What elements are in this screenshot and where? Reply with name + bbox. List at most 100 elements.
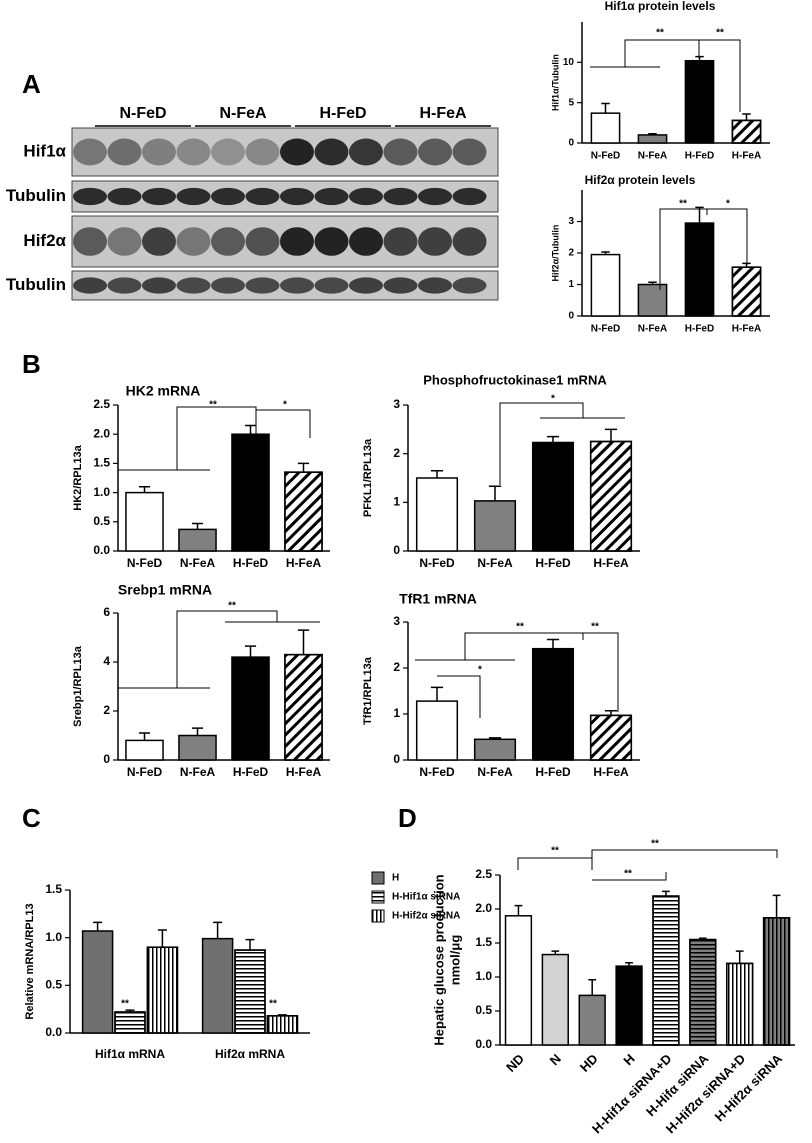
- bar: [125, 739, 164, 761]
- x-tick-label: H-FeD: [233, 765, 269, 779]
- y-tick-label: 1.0: [93, 485, 110, 499]
- significance-bracket: [591, 849, 778, 862]
- error-bar: [297, 462, 310, 473]
- blot-band: [418, 187, 452, 206]
- x-tick-label: N-FeA: [180, 765, 216, 779]
- bar: [415, 700, 459, 761]
- error-bar: [698, 937, 707, 940]
- x-tick-label: N-FeA: [180, 556, 216, 570]
- bar-hatch: [589, 440, 633, 552]
- error-bar: [551, 950, 560, 955]
- y-tick-label: 2: [103, 703, 110, 717]
- chart-title: Srebp1 mRNA: [118, 582, 212, 598]
- blot-band: [245, 277, 280, 294]
- y-axis-label: Hif2α/Tubulin: [550, 225, 560, 282]
- y-tick-label: 2.0: [475, 901, 492, 915]
- y-axis-label: HK2/RPL13a: [72, 444, 84, 510]
- x-tick-label: H-Hif2α siRNA: [712, 1051, 786, 1125]
- bar: [541, 953, 569, 1046]
- y-tick-label: 0: [568, 311, 574, 322]
- error-bar: [546, 638, 560, 649]
- legend-label: H-Hif1α siRNA: [392, 892, 460, 903]
- x-tick-label: N-FeA: [638, 324, 667, 335]
- lane-group-label: N-FeD: [119, 105, 166, 122]
- x-tick-label: Hif1α mRNA: [95, 1047, 165, 1061]
- error-bar: [297, 629, 310, 655]
- y-tick-label: 2: [568, 248, 574, 259]
- error-bar: [514, 904, 523, 916]
- blot-band: [142, 138, 176, 166]
- panel-label: D: [398, 803, 417, 833]
- significance-label: **: [228, 601, 236, 612]
- blot-band: [452, 138, 487, 166]
- significance-label: **: [624, 869, 632, 880]
- error-bar: [604, 710, 618, 716]
- blot-band: [383, 187, 418, 206]
- y-tick-label: 0: [103, 752, 110, 766]
- blot-band: [314, 187, 349, 206]
- y-tick-label: 2: [393, 660, 400, 674]
- bar-hatch: [762, 917, 791, 1046]
- error-bar: [625, 961, 633, 967]
- significance-bracket: [659, 208, 708, 290]
- error-bar: [244, 424, 257, 435]
- blot-band: [211, 227, 245, 256]
- x-tick-label: N-FeD: [591, 151, 620, 162]
- significance-bracket: [592, 872, 667, 881]
- y-axis-label: PFKL1/RPL13a: [362, 438, 374, 517]
- significance-label: *: [726, 199, 730, 210]
- blot-row-label: Tubulin: [6, 186, 66, 205]
- significance-bracket: [583, 632, 619, 712]
- bar: [590, 112, 621, 144]
- error-bar: [488, 737, 502, 740]
- error-bar: [488, 485, 502, 501]
- x-tick-label: N-FeA: [477, 556, 513, 570]
- blot-band: [142, 187, 176, 206]
- blot-band: [280, 227, 314, 256]
- bar: [201, 937, 234, 1034]
- bar: [531, 441, 575, 552]
- blot-row-label: Hif2α: [23, 231, 66, 250]
- error-bar: [430, 469, 444, 478]
- error-bar: [648, 132, 657, 135]
- blot-band: [349, 138, 383, 166]
- panel-label: A: [22, 69, 41, 99]
- error-bar: [735, 950, 744, 964]
- blot-band: [280, 187, 314, 206]
- blot-band: [176, 187, 211, 206]
- error-bar: [93, 921, 103, 931]
- blot-band: [176, 277, 211, 294]
- blot-band: [176, 138, 211, 166]
- bar-hatch: [266, 1015, 299, 1034]
- lane-group-label: H-FeA: [419, 105, 467, 122]
- bar-hatch: [726, 962, 754, 1046]
- y-tick-label: 1: [393, 706, 400, 720]
- bar: [178, 528, 217, 552]
- blot-band: [314, 277, 349, 294]
- y-axis-label: Relative mRNA/RPL13: [24, 903, 36, 1019]
- significance-label: **: [516, 622, 524, 633]
- blot-band: [418, 277, 452, 294]
- bar: [637, 134, 668, 144]
- chart-title: Hif2α protein levels: [585, 173, 696, 187]
- y-axis-label: Srebp1/RPL13a: [72, 645, 84, 727]
- significance-bracket: [499, 402, 584, 485]
- error-bar: [662, 890, 670, 897]
- blot-band: [383, 277, 418, 294]
- y-tick-label: 2.5: [93, 397, 110, 411]
- significance-bracket: [517, 857, 593, 870]
- bar: [637, 283, 668, 317]
- legend-label: H: [392, 873, 399, 884]
- significance-bracket: [256, 409, 311, 438]
- bar-hatch: [114, 1011, 146, 1034]
- y-tick-label: 3: [568, 216, 574, 227]
- blot-band: [452, 227, 487, 256]
- blot-band: [452, 187, 487, 206]
- x-tick-label: N-FeD: [419, 765, 455, 779]
- bar: [684, 59, 715, 144]
- chart-title: Hif1α protein levels: [605, 0, 716, 13]
- significance-bracket: [699, 39, 741, 112]
- blot-band: [107, 138, 142, 166]
- panel-label: C: [22, 803, 41, 833]
- blot-band: [142, 227, 176, 256]
